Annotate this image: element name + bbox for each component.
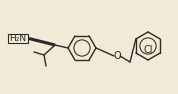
FancyBboxPatch shape [8,34,28,43]
Text: Cl: Cl [143,45,153,55]
Text: H₂N: H₂N [9,34,27,43]
Text: O: O [113,51,121,61]
